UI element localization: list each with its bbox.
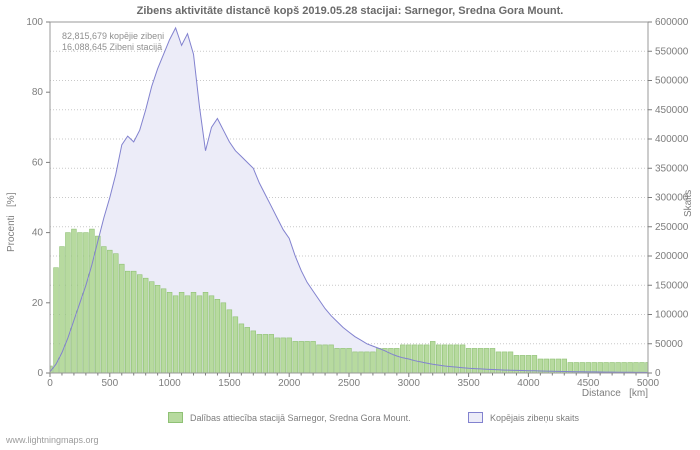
svg-text:350000: 350000 (655, 163, 689, 174)
svg-text:0: 0 (655, 368, 661, 379)
svg-text:1500: 1500 (218, 378, 241, 389)
svg-text:80: 80 (32, 87, 44, 98)
legend-label-total-count: Kopējais zibeņu skaits (490, 412, 580, 423)
svg-text:40: 40 (32, 228, 44, 239)
svg-text:400000: 400000 (655, 134, 689, 145)
svg-text:0: 0 (47, 378, 53, 389)
svg-text:20: 20 (32, 298, 44, 309)
svg-text:4500: 4500 (577, 378, 600, 389)
svg-text:50000: 50000 (655, 339, 683, 350)
y-axis-left-label: Procenti [%] (6, 192, 17, 252)
svg-text:550000: 550000 (655, 46, 689, 57)
svg-text:4000: 4000 (517, 378, 540, 389)
annotation-station-strikes: 16,088,645 Zibeni stacijā (62, 42, 163, 52)
svg-text:2000: 2000 (278, 378, 301, 389)
svg-text:100000: 100000 (655, 310, 689, 321)
svg-text:500000: 500000 (655, 76, 689, 87)
legend-item-total-count: Kopējais zibeņu skaits (468, 412, 579, 423)
svg-text:2500: 2500 (338, 378, 361, 389)
svg-text:60: 60 (32, 157, 44, 168)
legend-item-participation: Dalības attiecība stacijā Sarnegor, Sred… (168, 412, 411, 423)
legend-swatch-lavender (468, 412, 483, 423)
chart-title: Zibens aktivitāte distancē kopš 2019.05.… (136, 5, 564, 17)
svg-text:250000: 250000 (655, 222, 689, 233)
svg-text:150000: 150000 (655, 280, 689, 291)
svg-text:600000: 600000 (655, 17, 689, 28)
x-axis-label: Distance [km] (581, 388, 648, 399)
svg-text:450000: 450000 (655, 105, 689, 116)
svg-text:3500: 3500 (457, 378, 480, 389)
svg-text:0: 0 (37, 368, 43, 379)
svg-text:5000: 5000 (637, 378, 660, 389)
chart-annotations: 82,815,679 kopējie zibeņi 16,088,645 Zib… (62, 31, 164, 53)
svg-text:100: 100 (26, 17, 43, 28)
svg-text:1000: 1000 (158, 378, 181, 389)
svg-text:200000: 200000 (655, 251, 689, 262)
svg-text:300000: 300000 (655, 193, 689, 204)
annotation-total-strikes: 82,815,679 kopējie zibeņi (62, 31, 165, 41)
y-axis-right-label: Skaits (683, 189, 694, 217)
legend-swatch-green (168, 412, 183, 423)
watermark-url: www.lightningmaps.org (6, 435, 99, 445)
svg-text:500: 500 (101, 378, 118, 389)
legend-label-participation: Dalības attiecība stacijā Sarnegor, Sred… (190, 412, 411, 423)
svg-text:3000: 3000 (398, 378, 421, 389)
